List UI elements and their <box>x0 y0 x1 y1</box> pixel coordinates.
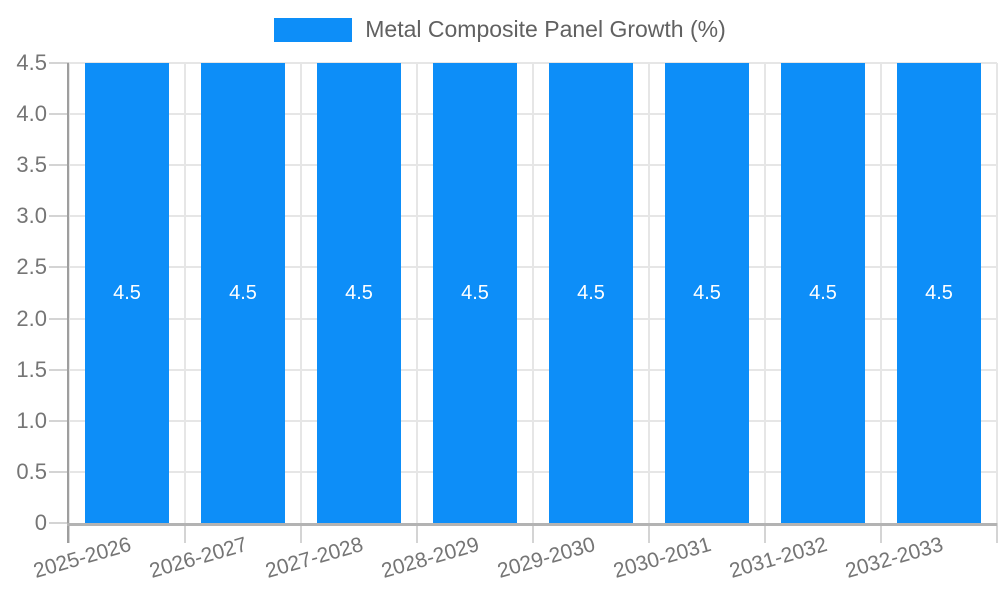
bar-value-label: 4.5 <box>345 282 373 304</box>
legend-swatch <box>274 17 353 42</box>
legend: Metal Composite Panel Growth (%) <box>0 16 1000 43</box>
x-axis-label: 2030-2031 <box>610 533 714 583</box>
bar[interactable] <box>317 63 401 523</box>
y-axis-label: 2.5 <box>16 254 47 280</box>
bar[interactable] <box>549 63 633 523</box>
bar[interactable] <box>85 63 169 523</box>
bar-value-label: 4.5 <box>693 282 721 304</box>
y-tick-mark <box>49 266 69 269</box>
y-tick-mark <box>49 419 69 422</box>
y-axis-label: 0.5 <box>16 458 47 484</box>
x-axis-label: 2032-2033 <box>842 533 946 583</box>
y-axis-line <box>67 63 69 543</box>
legend-label: Metal Composite Panel Growth (%) <box>365 16 726 42</box>
bar[interactable] <box>897 63 981 523</box>
y-tick-mark <box>49 62 69 64</box>
bar-value-label: 4.5 <box>925 282 953 304</box>
bar[interactable] <box>781 63 865 523</box>
v-gridline <box>764 63 766 523</box>
y-tick-mark <box>49 317 69 320</box>
y-tick-mark <box>49 470 69 473</box>
bar-value-label: 4.5 <box>229 282 257 304</box>
y-axis-label: 3.0 <box>16 203 47 229</box>
x-tick-mark <box>68 523 70 543</box>
y-axis-label: 0 <box>34 510 47 535</box>
bar[interactable] <box>665 63 749 523</box>
v-gridline <box>184 63 186 523</box>
x-axis-label: 2029-2030 <box>494 533 598 583</box>
bar-value-label: 4.5 <box>113 282 141 304</box>
x-axis-line <box>67 523 997 526</box>
v-gridline <box>416 63 418 523</box>
y-tick-mark <box>49 522 69 524</box>
y-axis-label: 4.0 <box>16 101 47 127</box>
y-axis-label: 4.5 <box>16 50 47 75</box>
y-axis-label: 3.5 <box>16 152 47 178</box>
y-axis-label: 1.0 <box>16 407 47 433</box>
bar-value-label: 4.5 <box>809 282 837 304</box>
x-axis-label: 2027-2028 <box>262 533 366 583</box>
v-gridline <box>648 63 650 523</box>
v-gridline <box>68 63 70 523</box>
x-tick-mark <box>184 523 186 543</box>
x-tick-mark <box>764 523 766 543</box>
x-axis-label: 2031-2032 <box>726 533 830 583</box>
x-tick-mark <box>416 523 418 543</box>
x-axis-label: 2025-2026 <box>30 533 134 583</box>
y-tick-mark <box>49 368 69 371</box>
x-tick-mark <box>300 523 302 543</box>
x-tick-mark <box>996 523 998 543</box>
y-tick-mark <box>49 164 69 167</box>
x-tick-mark <box>648 523 650 543</box>
v-gridline <box>532 63 534 523</box>
x-tick-mark <box>880 523 882 543</box>
bar-value-label: 4.5 <box>461 282 489 304</box>
y-axis-label: 2.0 <box>16 305 47 331</box>
bar[interactable] <box>201 63 285 523</box>
v-gridline <box>880 63 882 523</box>
bar[interactable] <box>433 63 517 523</box>
x-tick-mark <box>532 523 534 543</box>
x-axis-label: 2028-2029 <box>378 533 482 583</box>
y-tick-mark <box>49 113 69 116</box>
y-axis-label: 1.5 <box>16 356 47 382</box>
v-gridline <box>300 63 302 523</box>
y-tick-mark <box>49 215 69 218</box>
x-axis-label: 2026-2027 <box>146 533 250 583</box>
v-gridline <box>996 63 998 523</box>
bar-value-label: 4.5 <box>577 282 605 304</box>
